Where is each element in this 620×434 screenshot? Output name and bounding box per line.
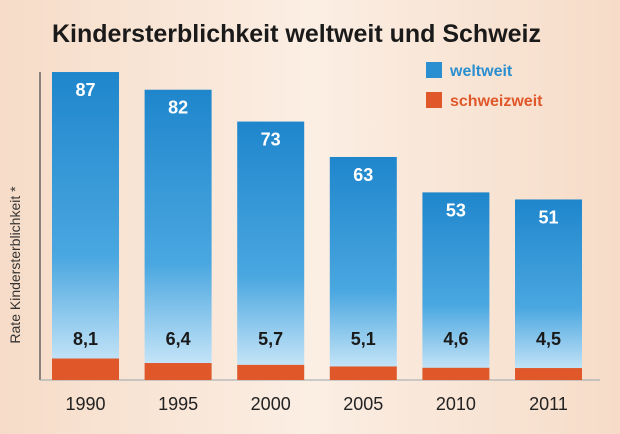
value-label-schweizweit-2011: 4,5 (536, 329, 561, 349)
bar-weltweit-1995 (144, 89, 212, 380)
legend-label-schweizweit: schweizweit (450, 93, 543, 110)
value-label-schweizweit-2000: 5,7 (258, 329, 283, 349)
x-tick-label-2011: 2011 (529, 394, 568, 414)
bar-weltweit-2005 (329, 156, 397, 380)
bar-schweizweit-1995 (144, 363, 212, 380)
bar-weltweit-2011 (515, 199, 582, 380)
x-tick-label-2000: 2000 (251, 394, 291, 414)
value-label-schweizweit-1990: 8,1 (73, 329, 98, 349)
y-axis-label: Rate Kindersterblichkeit * (7, 186, 23, 344)
value-label-weltweit-2011: 51 (538, 207, 558, 227)
bar-weltweit-2000 (237, 121, 305, 380)
bar-schweizweit-2010 (422, 367, 490, 380)
value-label-weltweit-2005: 63 (353, 165, 373, 185)
legend-swatch-schweizweit (426, 92, 442, 108)
value-label-schweizweit-2010: 4,6 (443, 329, 468, 349)
value-label-weltweit-2000: 73 (261, 130, 281, 150)
bar-schweizweit-2000 (237, 364, 305, 380)
bar-schweizweit-1990 (52, 358, 119, 380)
value-label-weltweit-1995: 82 (168, 98, 188, 118)
value-label-schweizweit-2005: 5,1 (351, 329, 376, 349)
x-tick-label-2010: 2010 (436, 394, 476, 414)
value-label-weltweit-2010: 53 (446, 200, 466, 220)
bar-weltweit-2010 (422, 192, 490, 380)
legend-label-weltweit: weltweit (449, 63, 513, 80)
legend: weltweit schweizweit (426, 62, 543, 110)
legend-swatch-weltweit (426, 62, 442, 78)
x-tick-label-2005: 2005 (343, 394, 383, 414)
bar-schweizweit-2011 (515, 368, 582, 380)
bar-weltweit-1990 (52, 72, 119, 381)
x-tick-label-1990: 1990 (65, 394, 105, 414)
x-tick-label-1995: 1995 (158, 394, 198, 414)
x-tick-labels-group: 1990 1995 2000 2005 2010 2011 (65, 394, 567, 414)
bars-group (52, 72, 582, 381)
value-labels-group: 87 8,1 82 6,4 73 5,7 63 5,1 53 4,6 51 4,5 (73, 80, 561, 349)
value-label-schweizweit-1995: 6,4 (166, 329, 191, 349)
value-label-weltweit-1990: 87 (75, 80, 95, 100)
bar-schweizweit-2005 (329, 366, 397, 380)
chart-title: Kindersterblichkeit weltweit und Schweiz (52, 20, 541, 48)
